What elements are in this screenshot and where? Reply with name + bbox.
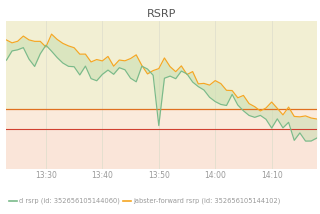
Legend: d rsrp (id: 352656105144060), jabster-forward rsrp (id: 352656105144102): d rsrp (id: 352656105144060), jabster-fo… [7,195,283,207]
Title: RSRP: RSRP [147,9,176,19]
